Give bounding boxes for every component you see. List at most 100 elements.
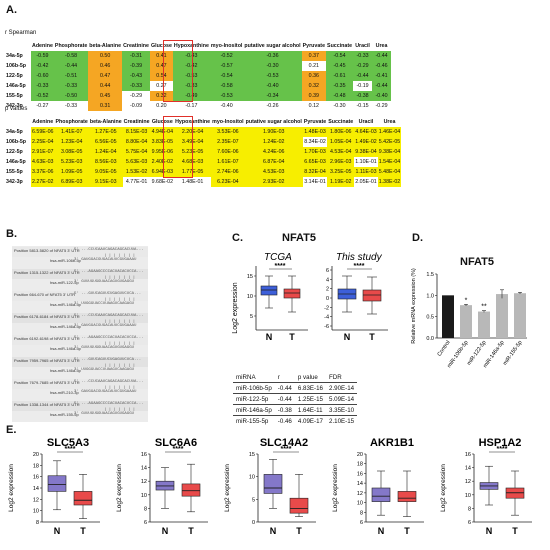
alignment-mirna: hsa-miR-146a-5p	[50, 346, 81, 351]
mirna-table-cell: 3.35E-10	[326, 404, 358, 416]
alignment-utr-row: Position 6192-6198 of NFAT5 3' UTR 5' ...…	[12, 335, 148, 345]
e-tick-label: 12	[357, 491, 363, 497]
d-category-label: Control	[437, 340, 452, 358]
p-table-col-header: Adenine	[32, 119, 54, 125]
mirna-table-cell: miR-122-5p	[233, 393, 275, 405]
alignment-utr-row: Position 1315-1322 of NFAT5 3' UTR 5' ...…	[12, 269, 148, 279]
p-table-col-header: Pyruvate	[303, 119, 327, 125]
alignment-utr-row: Position 664-670 of NFAT5 3' UTR 5' ...GU…	[12, 291, 148, 301]
axis-tick-label: 15	[247, 274, 253, 280]
mirna-table-cell: miR-106b-5p	[233, 382, 275, 394]
r-table-cell: -0.33	[122, 81, 150, 91]
p-table-cell: 2.27E-02	[31, 177, 55, 187]
p-values-table: Adenine Phosphorate beta-Alanine Creatinine…	[5, 117, 402, 187]
r-table-col-header: Glucose	[150, 43, 172, 49]
p-table-cell: 8.34E-02	[302, 137, 328, 147]
axis-tick-label: -4	[324, 315, 329, 321]
alignment-mirna-row: hsa-miR-146a-5p 3' GAUGGACGUGACAUUCGUGAAA…	[50, 324, 137, 329]
p-table-cell: 3.53E-06	[211, 127, 245, 137]
alignment-mirna-row: hsa-miR-210-3p 3' GAUGGACGUGACAUUCGUGAAAU	[50, 390, 137, 395]
r-table-row-label: 34a-5p	[6, 53, 23, 59]
p-table-cell: 1.24E-04	[88, 147, 123, 157]
e-tick-label: 20	[33, 452, 39, 458]
r-table-cell: 0.32	[301, 81, 327, 91]
p-table-cell: 9.95E-06	[150, 147, 175, 157]
d-bar	[514, 293, 526, 338]
p-table-cell: 6.56E-05	[88, 137, 123, 147]
p-table-col-header: Uracil	[358, 119, 374, 125]
r-table-col-header: myo-Inositol	[210, 43, 243, 49]
r-table-cell: -0.53	[209, 91, 244, 101]
alignment-position: Position 664-670 of NFAT5 3' UTR	[14, 292, 76, 297]
r-table-cell: -0.17	[172, 101, 210, 111]
e-tick-label: 12	[141, 479, 147, 485]
e-gene-title: SLC14A2	[260, 437, 308, 449]
r-table-cell: 0.37	[301, 51, 327, 61]
mirna-table-cell: 2.90E-14	[326, 382, 358, 394]
r-table-cell: -0.40	[243, 81, 302, 91]
e-group-label: N	[270, 526, 277, 536]
p-table-cell: 8.32E-04	[302, 167, 328, 177]
r-table-cell: -0.36	[243, 51, 302, 61]
d-tick-label: 0.0	[426, 336, 434, 342]
p-table-cell: 1.53E-02	[122, 167, 151, 177]
e-group-label: T	[296, 526, 302, 536]
e-ylabel: Log2 expression	[116, 464, 123, 512]
r-table-cell: -0.09	[122, 101, 150, 111]
p-table-cell: 1.19E-02	[327, 177, 355, 187]
e-tick-label: 0	[252, 520, 255, 526]
alignment-position: Position 1315-1322 of NFAT5 3' UTR	[14, 270, 80, 275]
d-bar	[496, 294, 508, 338]
r-table-cell: -0.44	[372, 51, 392, 61]
r-table-cell: -0.58	[53, 51, 89, 61]
e-group-label: N	[54, 526, 61, 536]
r-table-cell: -0.39	[122, 61, 150, 71]
p-table-col-header: Succinate	[328, 119, 354, 125]
d-sig-label: **	[481, 304, 487, 311]
study-n-label: N	[344, 332, 351, 342]
panel-d-title: NFAT5	[460, 256, 495, 268]
r-table-cell: -0.30	[243, 61, 302, 71]
p-table-cell: 6.87E-04	[244, 157, 303, 167]
alignment-position: Position 7959-7965 of NFAT5 3' UTR	[14, 358, 80, 363]
e-ylabel: Log2 expression	[440, 464, 447, 512]
e-sig-label: ****	[173, 446, 184, 453]
panel-c-boxplots: TCGA This study Log2 expression 15 10 5 **…	[232, 252, 388, 342]
p-table-cell: 4.94E-04	[150, 127, 175, 137]
alignment-position: Position 1338-1344 of NFAT5 3' UTR	[14, 402, 80, 407]
r-table-cell: -0.40	[209, 101, 244, 111]
p-table-cell: 3.14E-01	[302, 177, 328, 187]
p-table-row-label: 122-5p	[6, 149, 23, 155]
e-group-label: T	[80, 526, 86, 536]
alignment-utr-row: Position 5813-5820 of NFAT5 3' UTR 5' ...…	[12, 247, 148, 257]
panel-b-label: B.	[6, 228, 17, 240]
e-box-t	[73, 491, 93, 506]
r-table-cell: 0.36	[301, 71, 327, 81]
tcga-n-label: N	[266, 332, 273, 342]
r-table-cell: 0.50	[88, 51, 123, 61]
p-table-cell: 3.25E-05	[327, 167, 355, 177]
axis-tick-label: 4	[326, 277, 329, 283]
r-table-cell: -0.29	[122, 91, 150, 101]
panel-c-title: NFAT5	[282, 232, 317, 244]
study-t-label: T	[369, 332, 375, 342]
r-table-cell: -0.40	[372, 91, 392, 101]
d-bar	[478, 311, 490, 338]
p-table-cell: 6.23E-04	[211, 177, 245, 187]
r-table-cell: 0.54	[149, 71, 173, 81]
r-table-cell: -0.53	[243, 71, 302, 81]
r-table-cell: 0.41	[149, 51, 173, 61]
p-table-cell: 1.11E-03	[354, 167, 378, 177]
mirna-table-header: miRNA	[236, 373, 256, 381]
r-table-col-header: beta-Alanine	[89, 43, 122, 49]
e-sig-label: ****	[281, 446, 292, 453]
e-tick-label: 20	[357, 452, 363, 458]
r-table-cell: 0.27	[149, 81, 173, 91]
r-table-cell: -0.58	[209, 81, 244, 91]
p-table-cell: 5.48E-04	[377, 167, 402, 177]
r-table-cell: -0.19	[353, 81, 373, 91]
d-ylabel: Relative mRNA expression (%)	[411, 268, 417, 344]
e-tick-label: 18	[33, 463, 39, 469]
mirna-table-header: FDR	[329, 373, 342, 381]
p-table-cell: 2.05E-01	[354, 177, 378, 187]
